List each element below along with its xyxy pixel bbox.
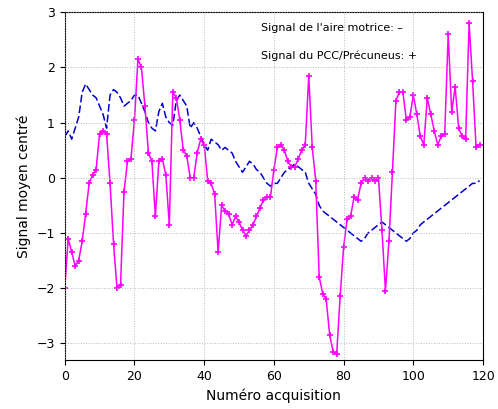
Text: Signal de l'aire motrice: –: Signal de l'aire motrice: – — [261, 23, 403, 33]
X-axis label: Numéro acquisition: Numéro acquisition — [207, 388, 341, 403]
Y-axis label: Signal moyen centré: Signal moyen centré — [16, 115, 31, 258]
Text: Signal du PCC/Précuneus: +: Signal du PCC/Précuneus: + — [261, 51, 417, 61]
